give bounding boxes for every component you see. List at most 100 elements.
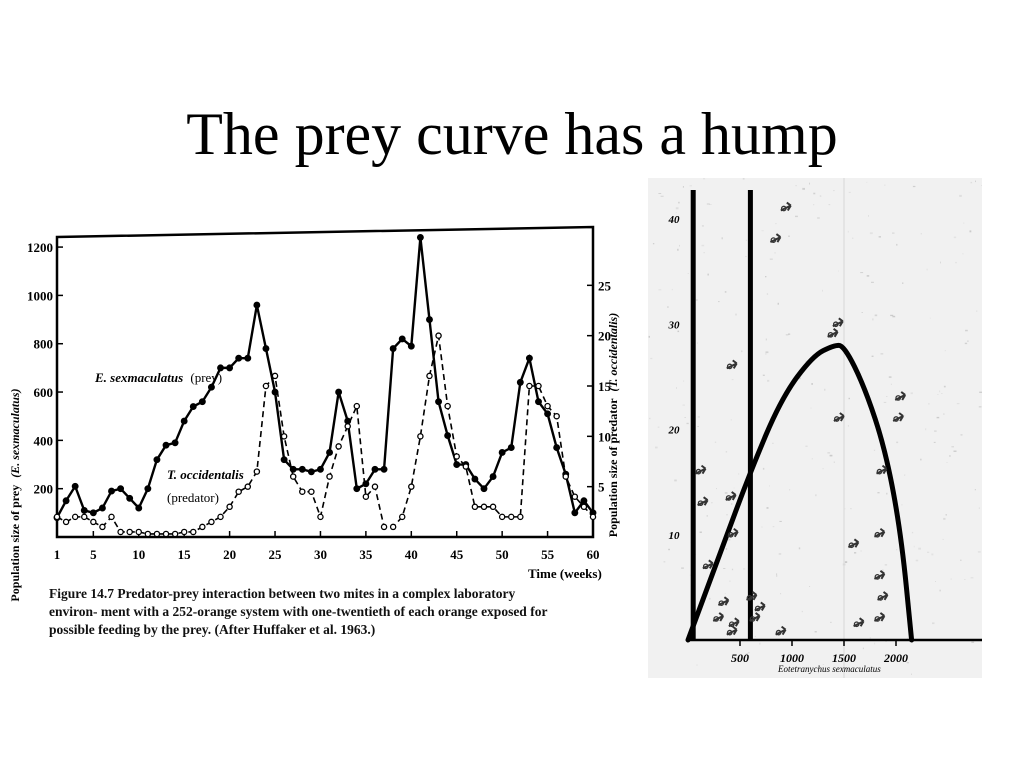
- left-axis-label: Population size of prey (E. sexmaculatus…: [8, 388, 22, 601]
- texture-speck: [795, 215, 798, 218]
- right-axis-label: Population size of predator (T. occident…: [606, 313, 620, 537]
- prey-point: [335, 388, 343, 396]
- texture-speck: [772, 442, 774, 444]
- texture-speck: [788, 333, 791, 335]
- prey-point: [544, 410, 552, 418]
- figure-caption: Figure 14.7 Predator-prey interaction be…: [49, 586, 548, 637]
- predator-point: [199, 523, 206, 531]
- texture-speck: [650, 357, 653, 360]
- texture-speck: [761, 230, 764, 232]
- texture-speck: [649, 417, 651, 420]
- texture-speck: [838, 270, 839, 272]
- texture-speck: [761, 526, 763, 528]
- texture-speck: [885, 641, 887, 642]
- prey-point: [380, 465, 388, 473]
- texture-speck: [701, 244, 705, 247]
- texture-speck: [941, 393, 943, 394]
- texture-speck: [896, 441, 899, 444]
- texture-speck: [939, 589, 941, 592]
- texture-speck: [728, 539, 731, 541]
- texture-speck: [810, 407, 812, 409]
- texture-speck: [866, 181, 868, 183]
- prey-point: [280, 456, 288, 464]
- texture-speck: [828, 204, 831, 206]
- prey-point: [407, 342, 415, 350]
- predator-point: [53, 513, 61, 521]
- texture-speck: [805, 445, 808, 447]
- x-tick-label: 20: [223, 547, 236, 562]
- texture-speck: [932, 622, 935, 625]
- texture-speck: [848, 191, 851, 193]
- texture-speck: [963, 222, 965, 224]
- prey-point: [444, 432, 452, 439]
- prey-point: [117, 485, 125, 493]
- texture-speck: [687, 273, 689, 274]
- x-tick-label: 60: [587, 547, 600, 562]
- prey-point: [317, 465, 324, 473]
- texture-speck: [731, 379, 734, 381]
- texture-speck: [813, 204, 815, 206]
- texture-speck: [765, 276, 767, 278]
- texture-speck: [709, 597, 711, 600]
- prey-point: [326, 448, 333, 456]
- texture-speck: [979, 391, 982, 393]
- predator-point: [480, 503, 488, 511]
- prey-point: [353, 485, 361, 493]
- prey-point: [516, 378, 524, 386]
- texture-speck: [936, 416, 940, 419]
- predator-point: [235, 488, 242, 495]
- texture-speck: [735, 313, 737, 316]
- trajectory-point: [874, 574, 881, 580]
- x-tick-label: 5: [90, 547, 97, 562]
- predator-point: [190, 528, 197, 536]
- texture-speck: [967, 340, 969, 342]
- trajectory-point: [895, 395, 902, 401]
- trajectory-point: [718, 600, 725, 607]
- texture-speck: [874, 642, 876, 645]
- texture-speck: [971, 641, 975, 643]
- trajectory-point: [876, 468, 883, 475]
- texture-speck: [674, 479, 677, 482]
- slide-title: The prey curve has a hump: [186, 101, 838, 167]
- predator-point: [353, 402, 361, 410]
- trajectory-point: [775, 629, 782, 636]
- texture-speck: [796, 655, 798, 658]
- texture-speck: [738, 473, 740, 475]
- texture-speck: [765, 351, 769, 354]
- texture-speck: [738, 658, 741, 660]
- trajectory-point: [780, 205, 787, 212]
- texture-speck: [949, 455, 951, 457]
- trajectory-point: [727, 531, 734, 538]
- predator-point: [335, 443, 342, 450]
- trajectory-points: [695, 201, 907, 636]
- phase-x-tick-label: 2000: [883, 651, 908, 665]
- texture-speck: [695, 299, 698, 301]
- figure-caption-box: Figure 14.7 Predator-prey interaction be…: [49, 586, 548, 637]
- y-right-tick-label: 20: [598, 329, 611, 344]
- predator-point: [544, 402, 551, 410]
- prey-point: [135, 504, 143, 512]
- texture-speck: [935, 581, 936, 582]
- texture-speck: [896, 549, 898, 551]
- texture-speck: [724, 291, 727, 293]
- texture-speck: [801, 610, 803, 613]
- predator-point: [507, 513, 515, 521]
- predator-point: [180, 528, 188, 536]
- texture-speck: [697, 426, 699, 427]
- texture-speck: [684, 417, 686, 418]
- y-right-tick-label: 5: [598, 480, 605, 495]
- predator-point: [108, 513, 115, 521]
- texture-speck: [848, 397, 850, 400]
- y-left-tick-label: 200: [34, 482, 54, 497]
- texture-speck: [953, 236, 957, 239]
- texture-speck: [903, 415, 906, 417]
- predator-point: [299, 488, 306, 495]
- texture-speck: [886, 396, 888, 397]
- trajectory-point: [827, 331, 834, 338]
- texture-speck: [677, 330, 680, 333]
- texture-speck: [977, 551, 981, 553]
- texture-speck: [658, 289, 662, 291]
- texture-speck: [802, 187, 805, 190]
- texture-speck: [707, 273, 709, 276]
- texture-speck: [725, 451, 728, 453]
